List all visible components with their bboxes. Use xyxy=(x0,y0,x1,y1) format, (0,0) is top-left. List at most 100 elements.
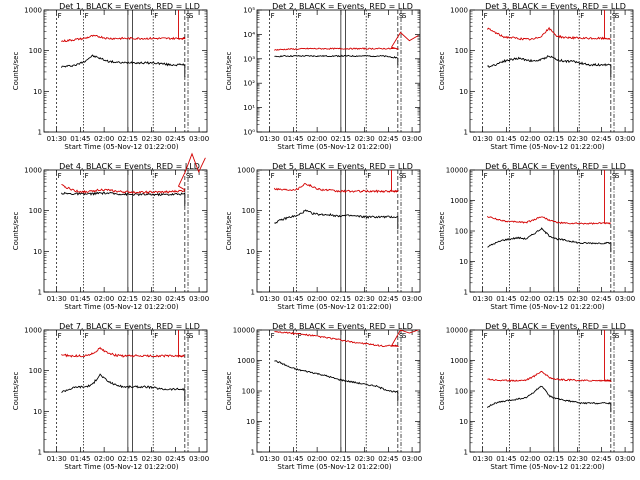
x-tick-label: 01:30 xyxy=(473,295,493,303)
marker-label: F xyxy=(154,172,158,180)
y-tick-label: 1 xyxy=(38,129,42,137)
marker-label: S xyxy=(186,12,191,20)
x-tick-label: 02:15 xyxy=(118,135,138,143)
x-tick-label: 03:00 xyxy=(615,135,635,143)
x-tick-label: 02:00 xyxy=(307,455,327,463)
x-tick-label: 02:15 xyxy=(331,135,351,143)
marker-label: F xyxy=(484,12,488,20)
y-tick-label: 100 xyxy=(242,388,255,396)
x-tick-label: 02:30 xyxy=(355,455,375,463)
x-tick-label: 02:15 xyxy=(331,455,351,463)
y-tick-label: 10 xyxy=(246,418,255,426)
x-tick-label: 02:00 xyxy=(307,295,327,303)
x-tick-label: 02:00 xyxy=(520,295,540,303)
x-tick-label: 03:00 xyxy=(615,295,635,303)
marker-label: F xyxy=(85,172,89,180)
events-series xyxy=(61,191,186,206)
x-tick-label: 03:00 xyxy=(189,295,209,303)
lld-series xyxy=(487,330,612,383)
events-series xyxy=(274,54,399,66)
plot-frame xyxy=(469,9,634,133)
x-tick-label: 02:45 xyxy=(378,295,398,303)
x-tick-label: 02:00 xyxy=(520,455,540,463)
marker-label: S xyxy=(615,12,620,20)
x-tick-label: 01:45 xyxy=(283,455,303,463)
marker-label: S xyxy=(189,332,194,340)
x-tick-label: 02:00 xyxy=(94,135,114,143)
y-tick-label: 100 xyxy=(29,367,42,375)
marker-label: F xyxy=(484,172,488,180)
x-tick-label: 01:30 xyxy=(260,455,280,463)
marker-label: S xyxy=(189,172,194,180)
x-tick-label: 02:45 xyxy=(165,135,185,143)
marker-label: F xyxy=(511,12,515,20)
marker-label: F xyxy=(298,172,302,180)
marker-label: S xyxy=(186,172,191,180)
x-tick-label: 02:30 xyxy=(355,295,375,303)
y-tick-label: 10 xyxy=(33,88,42,96)
marker-label: F xyxy=(511,332,515,340)
panel-title: Det 1, BLACK = Events, RED = LLD xyxy=(59,2,200,11)
marker-label: F xyxy=(511,172,515,180)
x-tick-label: 01:30 xyxy=(47,135,67,143)
y-tick-label: 1 xyxy=(464,289,468,297)
x-tick-label: 02:45 xyxy=(165,455,185,463)
y-tick-label: 1000 xyxy=(24,7,42,15)
y-tick-label: 10⁴ xyxy=(243,31,255,39)
y-tick-label: 1 xyxy=(464,449,468,457)
y-tick-label: 100 xyxy=(455,47,468,55)
x-tick-label: 03:00 xyxy=(189,135,209,143)
marker-label: S xyxy=(189,12,194,20)
lld-series xyxy=(487,10,611,41)
marker-label: F xyxy=(85,12,89,20)
plot-frame xyxy=(469,329,634,453)
x-tick-label: 03:00 xyxy=(402,455,422,463)
x-axis-label: Start Time (05-Nov-12 01:22:00) xyxy=(64,463,178,471)
x-axis-label: Start Time (05-Nov-12 01:22:00) xyxy=(277,143,391,151)
plot-frame xyxy=(43,329,208,453)
y-axis-label: Counts/sec xyxy=(225,212,233,251)
x-tick-label: 02:30 xyxy=(568,135,588,143)
panel-title: Det 2, BLACK = Events, RED = LLD xyxy=(272,2,413,11)
y-tick-label: 1 xyxy=(464,129,468,137)
x-tick-label: 01:45 xyxy=(70,135,90,143)
marker-label: F xyxy=(367,332,371,340)
y-tick-label: 100 xyxy=(455,388,468,396)
marker-label: F xyxy=(367,172,371,180)
x-tick-label: 02:15 xyxy=(118,295,138,303)
x-tick-label: 02:30 xyxy=(355,135,375,143)
y-tick-label: 10³ xyxy=(243,55,255,63)
marker-label: F xyxy=(85,332,89,340)
y-tick-label: 1000 xyxy=(450,197,468,205)
x-axis-label: Start Time (05-Nov-12 01:22:00) xyxy=(64,143,178,151)
marker-label: S xyxy=(399,332,404,340)
y-tick-label: 1000 xyxy=(450,357,468,365)
y-tick-label: 10 xyxy=(33,408,42,416)
x-tick-label: 01:45 xyxy=(70,295,90,303)
y-tick-label: 1000 xyxy=(237,357,255,365)
lld-series xyxy=(487,170,611,225)
x-tick-label: 02:00 xyxy=(307,135,327,143)
y-tick-label: 10000 xyxy=(446,167,468,175)
x-tick-label: 02:00 xyxy=(94,295,114,303)
x-tick-label: 01:45 xyxy=(283,135,303,143)
x-tick-label: 02:15 xyxy=(544,135,564,143)
x-axis-label: Start Time (05-Nov-12 01:22:00) xyxy=(490,143,604,151)
y-tick-label: 100 xyxy=(29,47,42,55)
x-tick-label: 02:30 xyxy=(142,455,162,463)
lld-series xyxy=(61,152,206,194)
x-axis-label: Start Time (05-Nov-12 01:22:00) xyxy=(490,463,604,471)
y-tick-label: 10⁰ xyxy=(243,129,255,137)
marker-label: S xyxy=(402,332,407,340)
y-tick-label: 100 xyxy=(242,207,255,215)
x-tick-label: 02:45 xyxy=(378,455,398,463)
y-axis-label: Counts/sec xyxy=(12,212,20,251)
x-tick-label: 02:45 xyxy=(591,295,611,303)
plot-frame xyxy=(469,169,634,293)
y-tick-label: 1 xyxy=(38,449,42,457)
